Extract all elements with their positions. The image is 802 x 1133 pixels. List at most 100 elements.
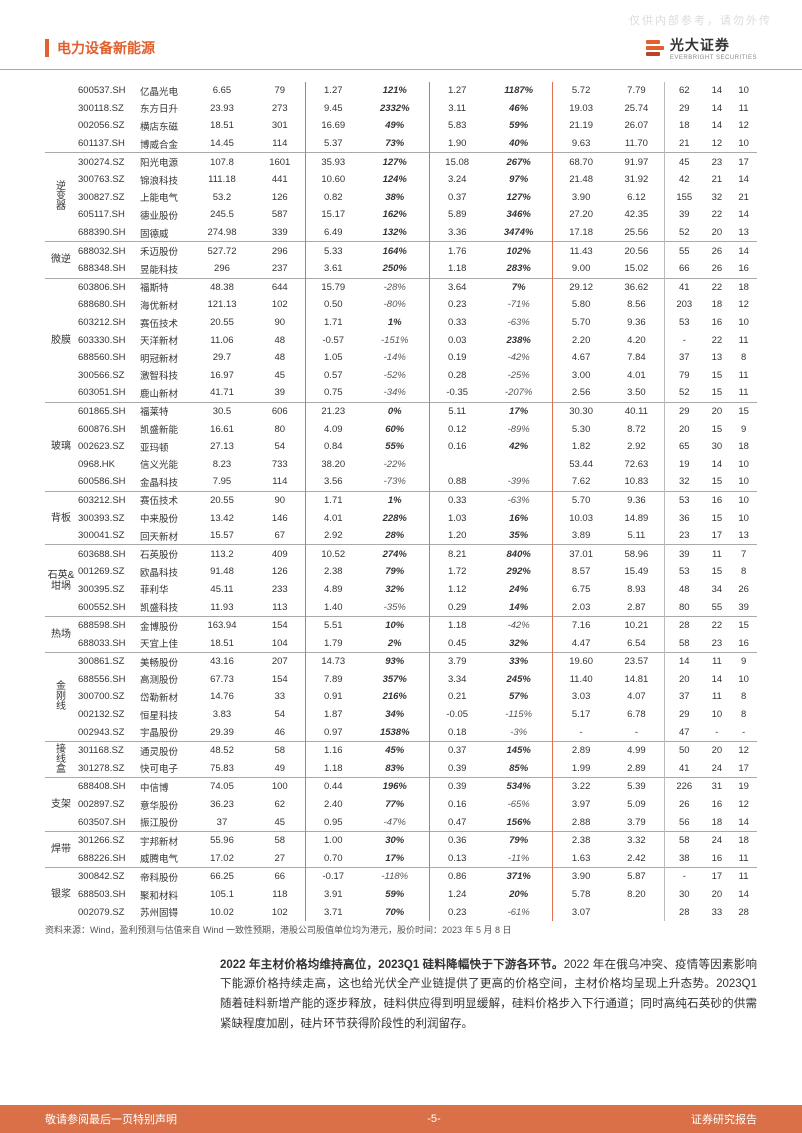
data-cell: 0.28 [429, 367, 485, 385]
data-cell: 29 [665, 706, 704, 724]
table-row: 688503.SH聚和材料105.11183.9159%1.2420%5.788… [45, 886, 757, 904]
data-cell: 15 [704, 473, 731, 491]
data-cell: 25.56 [609, 224, 665, 242]
data-cell: 20 [704, 886, 731, 904]
data-cell: 24 [704, 760, 731, 778]
data-cell: 100 [255, 778, 305, 796]
data-cell: 26 [730, 581, 757, 599]
table-row: 接线盒301168.SZ通灵股份48.52581.1645%0.37145%2.… [45, 741, 757, 759]
stock-code: 301278.SZ [77, 760, 139, 778]
category-cell: 银浆 [45, 868, 77, 921]
data-cell: 11 [730, 868, 757, 886]
stock-code: 688408.SH [77, 778, 139, 796]
data-cell: -151% [361, 331, 429, 349]
data-cell: 4.67 [553, 349, 609, 367]
data-cell: 371% [485, 868, 553, 886]
table-row: 焊带301266.SZ宇邦新材55.96581.0030%0.3679%2.38… [45, 831, 757, 849]
data-cell: 23.93 [189, 100, 255, 118]
data-cell: 5.30 [553, 420, 609, 438]
stock-name: 德业股份 [139, 206, 189, 224]
data-cell: 6.75 [553, 581, 609, 599]
stock-code: 688560.SH [77, 349, 139, 367]
data-cell: 0.29 [429, 598, 485, 616]
stock-name: 振江股份 [139, 813, 189, 831]
category-cell: 玻璃 [45, 402, 77, 491]
category-cell: 金刚线 [45, 653, 77, 742]
data-cell: 6.12 [609, 189, 665, 207]
stock-code: 600537.SH [77, 82, 139, 100]
footer-left: 敬请参阅最后一页特别声明 [45, 1111, 177, 1127]
table-row: 石英&坩埚603688.SH石英股份113.240910.52274%8.218… [45, 545, 757, 563]
data-cell: 37.01 [553, 545, 609, 563]
data-cell: 216% [361, 688, 429, 706]
stock-code: 002132.SZ [77, 706, 139, 724]
data-cell: 58 [665, 634, 704, 652]
stock-code: 300566.SZ [77, 367, 139, 385]
data-cell: 28 [665, 903, 704, 921]
data-cell: 14 [704, 455, 731, 473]
data-cell: 203 [665, 296, 704, 314]
data-cell: - [609, 723, 665, 741]
data-cell: 15.02 [609, 260, 665, 278]
data-cell: 1.90 [429, 135, 485, 153]
stock-name: 天洋新材 [139, 331, 189, 349]
stock-code: 603806.SH [77, 278, 139, 296]
data-cell: 1.24 [429, 886, 485, 904]
data-cell: 66 [255, 868, 305, 886]
data-cell: 4.07 [609, 688, 665, 706]
data-cell: 104 [255, 634, 305, 652]
data-cell: 79 [665, 367, 704, 385]
data-cell: 17 [730, 760, 757, 778]
data-cell: 5.70 [553, 314, 609, 332]
data-cell: 6.78 [609, 706, 665, 724]
data-cell: 14 [704, 82, 731, 100]
data-cell: 66.25 [189, 868, 255, 886]
table-row: 603507.SH振江股份37450.95-47%0.47156%2.883.7… [45, 813, 757, 831]
stock-name: 明冠新材 [139, 349, 189, 367]
stock-code: 002056.SZ [77, 117, 139, 135]
data-cell: 21 [730, 189, 757, 207]
data-cell: 74.05 [189, 778, 255, 796]
data-cell: 267% [485, 153, 553, 171]
stock-name: 福斯特 [139, 278, 189, 296]
data-cell: 606 [255, 402, 305, 420]
data-cell: 20.55 [189, 491, 255, 509]
data-cell: 11.70 [609, 135, 665, 153]
data-cell: - [665, 331, 704, 349]
stock-code: 300041.SZ [77, 527, 139, 545]
data-cell: 14.73 [305, 653, 361, 671]
data-cell: -63% [485, 491, 553, 509]
data-cell: 60% [361, 420, 429, 438]
data-cell: 15 [730, 402, 757, 420]
data-cell: 5.89 [429, 206, 485, 224]
logo-icon [646, 40, 664, 56]
data-cell: 43.16 [189, 653, 255, 671]
data-cell: 0.23 [429, 296, 485, 314]
data-cell: 0.47 [429, 813, 485, 831]
data-cell: 409 [255, 545, 305, 563]
data-cell: 15 [704, 420, 731, 438]
data-cell: 0.21 [429, 688, 485, 706]
data-cell: -22% [361, 455, 429, 473]
data-cell: -47% [361, 813, 429, 831]
data-cell: 79 [255, 82, 305, 100]
data-cell: 9 [730, 420, 757, 438]
data-cell: 15.08 [429, 153, 485, 171]
stock-code: 001269.SZ [77, 563, 139, 581]
data-cell: 14 [730, 813, 757, 831]
data-cell: 2332% [361, 100, 429, 118]
data-cell: 36.23 [189, 796, 255, 814]
data-cell: 9.63 [553, 135, 609, 153]
data-cell: 16.97 [189, 367, 255, 385]
data-cell: -0.17 [305, 868, 361, 886]
data-cell: 8.21 [429, 545, 485, 563]
data-cell: 8.57 [553, 563, 609, 581]
data-cell: 1.18 [429, 616, 485, 634]
data-cell: 70% [361, 903, 429, 921]
data-cell: 8.72 [609, 420, 665, 438]
data-cell: 26 [704, 242, 731, 260]
table-row: 002079.SZ苏州固锝10.021023.7170%0.23-61%3.07… [45, 903, 757, 921]
data-cell: 14.45 [189, 135, 255, 153]
data-cell: 121% [361, 82, 429, 100]
data-cell: 29.7 [189, 349, 255, 367]
